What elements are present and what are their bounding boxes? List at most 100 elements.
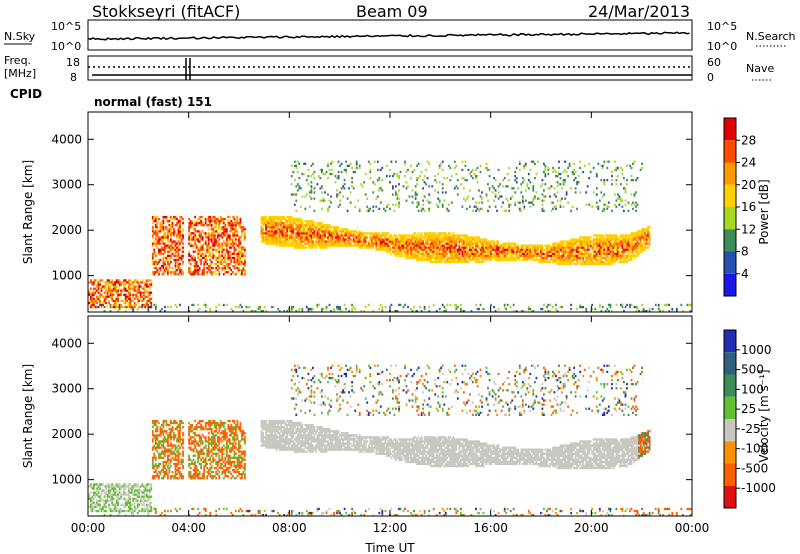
power-cell — [453, 258, 456, 262]
power-cell — [426, 254, 429, 257]
power-cell — [310, 185, 313, 188]
power-cell — [552, 166, 554, 170]
power-cell — [419, 248, 421, 251]
power-cell — [358, 236, 361, 239]
power-cell — [336, 305, 338, 309]
power-cell — [583, 246, 586, 249]
power-cell — [105, 297, 107, 300]
power-cell — [632, 207, 634, 210]
power-cell — [145, 303, 148, 307]
power-cell — [265, 217, 267, 221]
power-cell — [109, 285, 112, 288]
power-cell — [463, 187, 465, 190]
power-cell — [372, 310, 375, 313]
power-cell — [564, 254, 566, 257]
power-cell — [555, 170, 557, 174]
power-cell — [487, 209, 489, 212]
power-cell — [334, 240, 337, 243]
power-cell — [475, 248, 477, 251]
power-cell — [431, 250, 434, 253]
power-cell — [293, 234, 296, 237]
power-cell — [135, 285, 138, 288]
power-cell — [395, 242, 397, 245]
power-cell — [284, 244, 287, 247]
power-cell — [154, 238, 157, 241]
power-cell — [630, 258, 633, 262]
power-cell — [100, 279, 103, 282]
power-cell — [348, 187, 350, 190]
power-cell — [321, 207, 323, 210]
power-cell — [299, 230, 302, 233]
power-cell — [161, 226, 163, 229]
power-cell — [369, 168, 372, 172]
power-cell — [277, 224, 280, 227]
power-cell — [547, 303, 550, 307]
power-cell — [333, 226, 335, 229]
power-cell — [162, 228, 165, 231]
power-cell — [283, 217, 286, 221]
power-cell — [352, 305, 355, 309]
power-cell — [621, 168, 624, 172]
power-cell — [425, 236, 427, 239]
power-cell — [428, 207, 431, 210]
power-cell — [215, 248, 218, 251]
power-cell — [94, 287, 97, 290]
power-cell — [213, 236, 216, 239]
power-cell — [298, 162, 301, 165]
power-cell — [381, 244, 384, 247]
power-cell — [358, 242, 361, 245]
power-cell — [188, 234, 190, 237]
power-cell — [145, 279, 148, 282]
power-cell — [91, 303, 94, 307]
power-cell — [497, 307, 500, 311]
power-cell — [534, 197, 536, 200]
power-cell — [142, 287, 145, 290]
power-cell — [546, 305, 548, 309]
power-cell — [238, 254, 240, 257]
power-cell — [238, 252, 240, 255]
power-cell — [238, 224, 240, 227]
power-cell — [393, 244, 396, 247]
power-cell — [283, 310, 286, 313]
power-cell — [174, 260, 177, 264]
power-cell — [188, 242, 190, 245]
power-cell — [263, 222, 266, 225]
power-cell — [153, 273, 156, 276]
power-cell — [589, 236, 592, 239]
power-cell — [514, 201, 517, 204]
colorbar-tick-label: 16 — [741, 200, 756, 214]
power-cell — [494, 195, 497, 198]
power-cell — [372, 246, 375, 249]
power-cell — [295, 240, 298, 243]
power-cell — [383, 234, 385, 237]
power-cell — [325, 307, 328, 311]
power-cell — [299, 236, 302, 239]
power-cell — [215, 273, 218, 276]
power-cell — [168, 232, 171, 235]
power-cell — [171, 267, 174, 270]
power-cell — [227, 220, 230, 223]
power-cell — [287, 244, 290, 247]
power-cell — [228, 238, 231, 241]
power-cell — [398, 242, 400, 245]
power-cell — [411, 170, 414, 174]
power-cell — [154, 260, 157, 264]
power-cell — [487, 244, 489, 247]
power-cell — [384, 305, 387, 309]
power-cell — [413, 248, 415, 251]
power-cell — [435, 252, 438, 255]
power-cell — [381, 307, 384, 311]
power-cell — [330, 172, 332, 176]
power-cell — [310, 307, 313, 311]
power-cell — [641, 303, 643, 307]
power-cell — [305, 246, 308, 249]
power-cell — [88, 301, 91, 305]
power-cell — [171, 246, 174, 249]
power-cell — [340, 170, 343, 174]
power-cell — [378, 234, 381, 237]
power-cell — [206, 273, 209, 276]
power-cell — [340, 242, 343, 245]
power-cell — [222, 232, 225, 235]
power-cell — [313, 226, 316, 229]
power-cell — [142, 281, 145, 284]
